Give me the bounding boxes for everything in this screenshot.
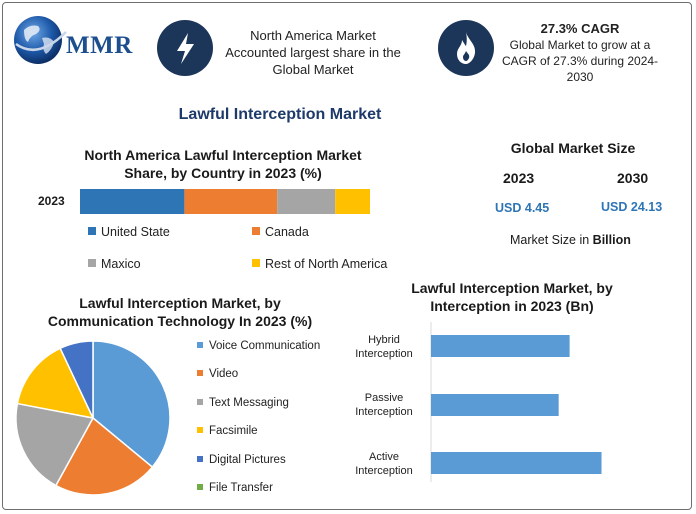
legend-label: Voice Communication bbox=[209, 340, 321, 352]
legend-swatch bbox=[88, 227, 96, 235]
pie-slice-1 bbox=[54, 416, 154, 496]
pie-slice-4 bbox=[59, 340, 94, 419]
stack-segment-3 bbox=[335, 189, 370, 214]
market-year-2030: 2030 bbox=[617, 170, 649, 186]
lightning-bolt-icon bbox=[177, 33, 194, 64]
legend-united-state: United State bbox=[88, 225, 170, 239]
hbar-chart-title: Lawful Interception Market, by Intercept… bbox=[411, 280, 613, 314]
pie-slice-2 bbox=[15, 402, 95, 487]
hbar-bar-2 bbox=[431, 452, 602, 474]
legend-swatch bbox=[197, 484, 203, 490]
legend-label: Maxico bbox=[101, 257, 141, 271]
flame-icon bbox=[457, 32, 476, 64]
legend-swatch bbox=[252, 227, 260, 235]
main-title: Lawful Interception Market bbox=[178, 106, 382, 123]
stacked-chart-title: North America Lawful Interception Market… bbox=[84, 147, 362, 181]
market-note-prefix: Market Size in bbox=[510, 233, 593, 247]
pie-slice-0 bbox=[92, 340, 171, 469]
legend-maxico: Maxico bbox=[88, 257, 141, 271]
pie-legend-voice: Voice Communication bbox=[197, 340, 320, 352]
legend-swatch bbox=[88, 259, 96, 267]
legend-swatch bbox=[197, 370, 203, 376]
hbar-label-active: Active Interception bbox=[355, 451, 413, 477]
cagr-icon-circle bbox=[438, 20, 494, 76]
na-share-text: North America Market Accounted largest s… bbox=[225, 28, 401, 77]
stacked-year-label: 2023 bbox=[38, 194, 65, 208]
stack-segment-2 bbox=[277, 189, 336, 214]
hbar-bar-0 bbox=[431, 335, 570, 357]
pie-legend-text: Text Messaging bbox=[197, 397, 289, 409]
market-size-note: Market Size in Billion bbox=[510, 233, 631, 247]
hbar-label-passive: Passive Interception bbox=[355, 392, 413, 418]
market-value-2030: USD 24.13 bbox=[601, 200, 663, 214]
legend-label: Facsimile bbox=[209, 425, 258, 437]
hbar-label-hybrid: Hybrid Interception bbox=[355, 334, 413, 360]
pie-legend-facsimile: Facsimile bbox=[197, 425, 258, 437]
legend-label: Rest of North America bbox=[265, 257, 388, 271]
info-icon-circle bbox=[157, 20, 213, 76]
market-note-unit: Billion bbox=[592, 233, 631, 247]
legend-label: United State bbox=[101, 225, 170, 239]
legend-swatch bbox=[197, 399, 203, 405]
legend-label: Text Messaging bbox=[209, 397, 289, 409]
legend-label: Video bbox=[209, 368, 239, 380]
pie-slice-3 bbox=[16, 347, 95, 420]
hbar-bar-1 bbox=[431, 394, 559, 416]
stack-segment-0 bbox=[80, 189, 185, 214]
cagr-title: 27.3% CAGR bbox=[540, 21, 620, 36]
legend-swatch bbox=[197, 427, 203, 433]
legend-label: Digital Pictures bbox=[209, 454, 286, 466]
market-value-2023: USD 4.45 bbox=[495, 201, 550, 215]
pie-legend-digital: Digital Pictures bbox=[197, 454, 286, 466]
stack-segment-1 bbox=[184, 189, 278, 214]
cagr-text: Global Market to grow at a CAGR of 27.3%… bbox=[501, 38, 659, 84]
legend-label: File Transfer bbox=[209, 482, 273, 494]
market-year-2023: 2023 bbox=[503, 170, 535, 186]
legend-label: Canada bbox=[265, 225, 309, 239]
pie-legend-video: Video bbox=[197, 368, 238, 380]
logo-text: MMR bbox=[66, 32, 133, 59]
legend-rest-na: Rest of North America bbox=[252, 257, 387, 271]
globe-logo-icon bbox=[14, 16, 67, 64]
legend-swatch bbox=[197, 342, 203, 348]
legend-swatch bbox=[252, 259, 260, 267]
pie-legend-file: File Transfer bbox=[197, 482, 273, 494]
page-frame bbox=[2, 2, 692, 510]
market-size-title: Global Market Size bbox=[510, 140, 636, 156]
legend-swatch bbox=[197, 456, 203, 462]
legend-canada: Canada bbox=[252, 225, 309, 239]
pie-chart-title: Lawful Interception Market, by Communica… bbox=[47, 295, 313, 329]
